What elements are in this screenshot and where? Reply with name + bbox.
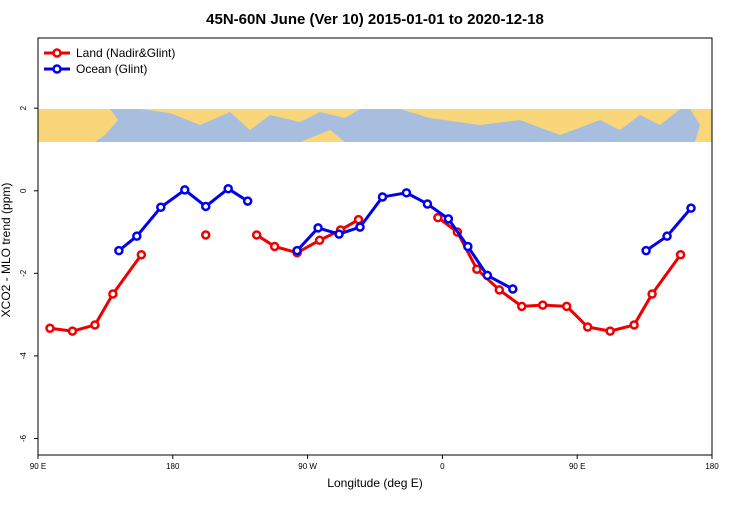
data-point	[641, 245, 651, 256]
data-point	[334, 229, 344, 239]
x-tick-label: 0	[440, 462, 445, 471]
map-strip	[38, 109, 712, 142]
data-point	[508, 284, 518, 294]
data-point	[582, 322, 593, 332]
data-point	[132, 231, 142, 241]
y-tick-label: -2	[19, 269, 28, 277]
data-point	[675, 250, 686, 260]
legend-marker	[52, 64, 62, 74]
data-point	[482, 270, 493, 281]
legend-label: Land (Nadir&Glint)	[76, 46, 175, 60]
data-point	[90, 320, 100, 330]
data-point	[180, 185, 190, 195]
y-tick-label: 0	[19, 188, 28, 193]
data-point	[561, 301, 572, 312]
data-point	[647, 289, 657, 299]
data-point	[242, 196, 253, 206]
data-point	[67, 326, 78, 336]
data-point	[605, 326, 615, 336]
data-point	[223, 183, 233, 194]
data-point	[45, 323, 55, 333]
chart-title: 45N-60N June (Ver 10) 2015-01-01 to 2020…	[206, 11, 544, 28]
data-point	[201, 201, 211, 212]
x-tick-label: 90 E	[569, 462, 585, 471]
y-tick-label: -4	[19, 352, 28, 360]
data-point	[251, 230, 262, 240]
data-point	[269, 241, 280, 252]
data-point	[136, 250, 147, 260]
data-point	[629, 320, 639, 330]
x-tick-label: 180	[705, 462, 719, 471]
data-point	[201, 230, 211, 240]
x-tick-label: 180	[166, 462, 180, 471]
data-point	[538, 300, 548, 310]
plot-frame	[37, 37, 713, 456]
data-point	[517, 301, 527, 312]
data-point	[472, 264, 482, 274]
data-point	[353, 214, 364, 225]
legend-marker	[52, 48, 62, 58]
data-point	[377, 192, 388, 202]
data-point	[433, 212, 443, 223]
data-point	[463, 241, 473, 252]
data-point	[313, 223, 323, 233]
data-point	[314, 235, 325, 246]
y-tick-label: -6	[19, 434, 28, 442]
x-tick-label: 90 E	[30, 462, 46, 471]
data-point	[422, 199, 433, 209]
map-land	[38, 109, 712, 142]
y-axis-label: XCO2 - MLO trend (ppm)	[0, 183, 13, 318]
series-line	[49, 216, 682, 333]
data-point	[401, 188, 412, 198]
data-point	[292, 245, 302, 256]
data-point	[494, 285, 505, 295]
y-tick-label: 2	[19, 105, 28, 110]
data-point	[156, 202, 166, 213]
data-point	[662, 231, 672, 241]
data-point	[686, 203, 696, 213]
data-point	[114, 245, 124, 256]
data-point	[443, 214, 454, 224]
legend-label: Ocean (Glint)	[76, 62, 147, 76]
x-axis-label: Longitude (deg E)	[327, 476, 422, 490]
x-tick-label: 90 W	[298, 462, 317, 471]
data-point	[108, 289, 118, 299]
data-point	[355, 222, 365, 232]
